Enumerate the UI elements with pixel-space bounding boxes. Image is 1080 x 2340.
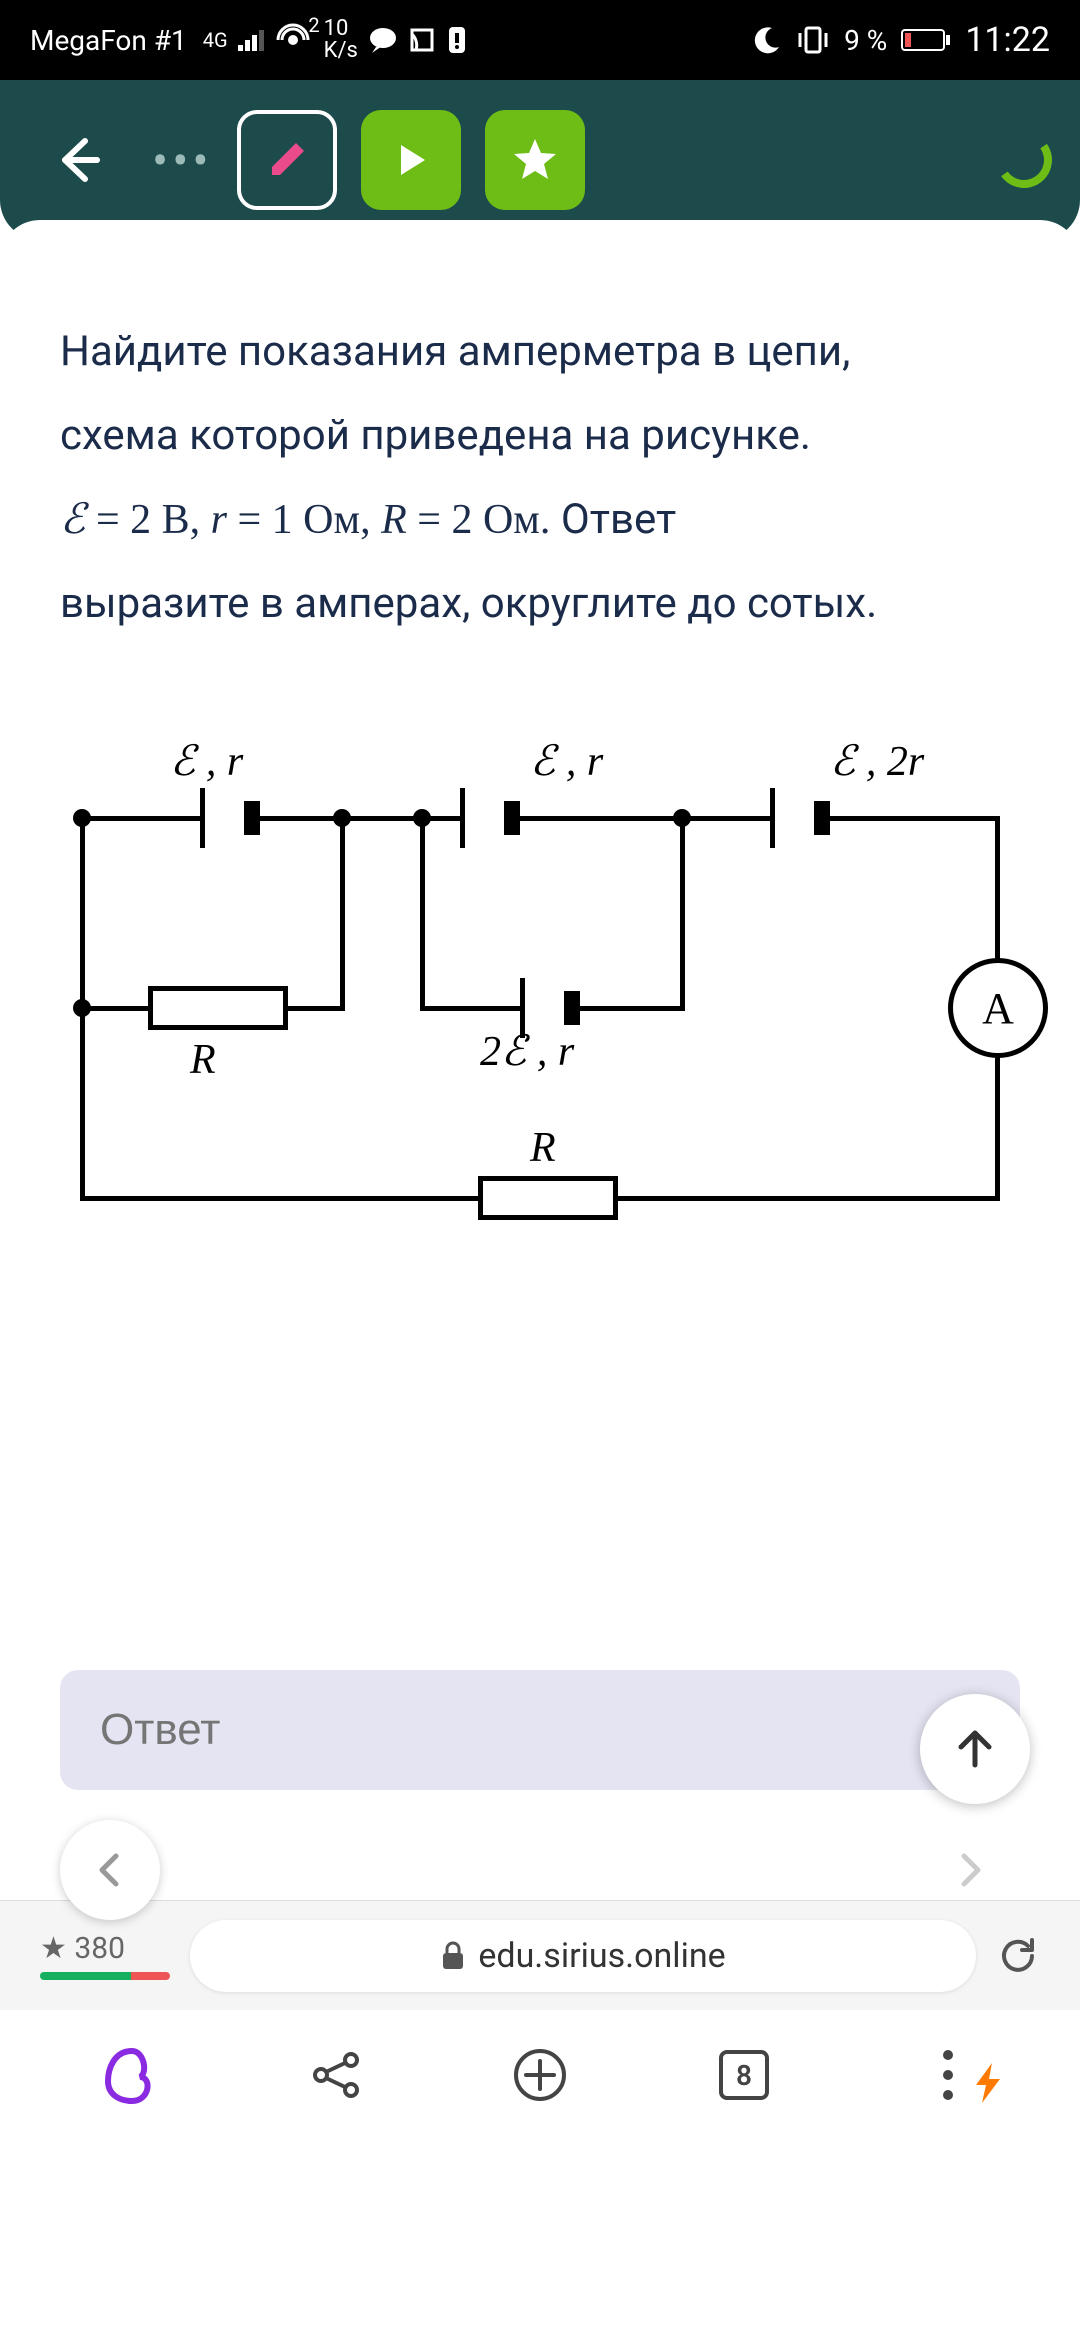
carrier-label: MegaFon #1	[30, 24, 187, 57]
network-type: 4G	[203, 30, 228, 50]
battery-pct: 9 %	[844, 24, 887, 57]
back-button[interactable]	[28, 110, 128, 210]
speed-indicator: 10 K/s	[324, 18, 358, 62]
clock: 11:22	[965, 20, 1050, 60]
star-button[interactable]	[485, 110, 585, 210]
wire	[830, 816, 1000, 821]
task-nav	[60, 1820, 1020, 1920]
wire	[615, 1196, 1000, 1201]
problem-line-1: Найдите показания амперметра в цепи,	[60, 310, 1020, 394]
home-button[interactable]	[92, 2035, 172, 2115]
problem-line-2: схема которой приведена на рисунке.	[60, 394, 1020, 478]
more-button[interactable]: •••	[152, 132, 213, 189]
problem-line-4: выразите в амперах, округлите до сотых.	[60, 562, 1020, 646]
node	[413, 809, 431, 827]
tabs-button[interactable]: 8	[704, 2035, 784, 2115]
reload-button[interactable]	[996, 1934, 1040, 1978]
problem-page: Найдите показания амперметра в цепи, схе…	[0, 220, 1080, 1900]
ammeter: A	[948, 958, 1048, 1058]
resistor-r1	[148, 986, 288, 1030]
tab-indicator[interactable]: ★ 380	[40, 1931, 170, 1980]
label-src4: 2ℰ , r	[480, 1026, 574, 1076]
label-r2: R	[530, 1124, 556, 1172]
answer-section	[60, 1670, 1020, 1790]
resistor-r2	[478, 1176, 618, 1220]
star-count: 380	[74, 1931, 125, 1966]
node	[333, 809, 351, 827]
wire	[995, 1052, 1000, 1200]
notif-icon	[446, 25, 468, 55]
wire	[80, 1196, 480, 1201]
wire	[285, 1006, 345, 1011]
next-task-button[interactable]	[920, 1820, 1020, 1920]
wire	[340, 816, 345, 1006]
share-button[interactable]	[296, 2035, 376, 2115]
prev-task-button[interactable]	[60, 1820, 160, 1920]
android-status-bar: MegaFon #1 4G 2 10 K/s 9 %	[0, 0, 1080, 80]
wire	[80, 816, 200, 821]
circuit-diagram: A ℰ , r ℰ , r ℰ , 2r 2ℰ , r R R	[60, 726, 1020, 1286]
label-src2: ℰ , r	[530, 736, 603, 786]
wire	[420, 1006, 520, 1011]
wire	[995, 816, 1000, 962]
edit-button[interactable]	[237, 110, 337, 210]
hotspot-icon: 2	[276, 23, 310, 57]
wire	[420, 816, 425, 1006]
signal-icon	[238, 29, 266, 51]
label-src3: ℰ , 2r	[830, 736, 924, 786]
wire	[520, 816, 770, 821]
lock-icon	[440, 1941, 466, 1971]
problem-text: Найдите показания амперметра в цепи, схе…	[60, 310, 1020, 646]
url-box[interactable]: edu.sirius.online	[190, 1920, 976, 1992]
cast-icon	[408, 26, 436, 54]
label-src1: ℰ , r	[170, 736, 243, 786]
status-left: MegaFon #1 4G 2 10 K/s	[30, 18, 468, 62]
browser-bottom-nav: 8	[0, 2010, 1080, 2140]
battery-icon	[901, 27, 951, 53]
problem-formula: ℰ = 2 В, r = 1 Ом, R = 2 Ом. Ответ	[60, 478, 1020, 562]
app-toolbar: •••	[0, 80, 1080, 240]
menu-button[interactable]	[908, 2035, 988, 2115]
hotspot-count: 2	[308, 15, 319, 35]
submit-button[interactable]	[920, 1694, 1030, 1804]
url-text: edu.sirius.online	[478, 1936, 725, 1976]
vibrate-icon	[796, 25, 830, 55]
wire	[680, 816, 685, 1006]
bolt-icon	[974, 2063, 1004, 2103]
content-card: Найдите показания амперметра в цепи, схе…	[0, 220, 1080, 1900]
node	[73, 809, 91, 827]
ammeter-label: A	[982, 983, 1014, 1034]
wire	[580, 1006, 685, 1011]
node	[673, 809, 691, 827]
tabs-count: 8	[736, 2059, 752, 2092]
node	[73, 999, 91, 1017]
label-r1: R	[190, 1036, 216, 1084]
chat-icon	[368, 25, 398, 55]
play-button[interactable]	[361, 110, 461, 210]
moon-icon	[752, 25, 782, 55]
status-right: 9 % 11:22	[752, 20, 1050, 60]
new-tab-button[interactable]	[500, 2035, 580, 2115]
progress-bar	[40, 1972, 170, 1980]
answer-input[interactable]	[60, 1670, 1020, 1790]
progress-ring-icon[interactable]	[996, 132, 1052, 188]
